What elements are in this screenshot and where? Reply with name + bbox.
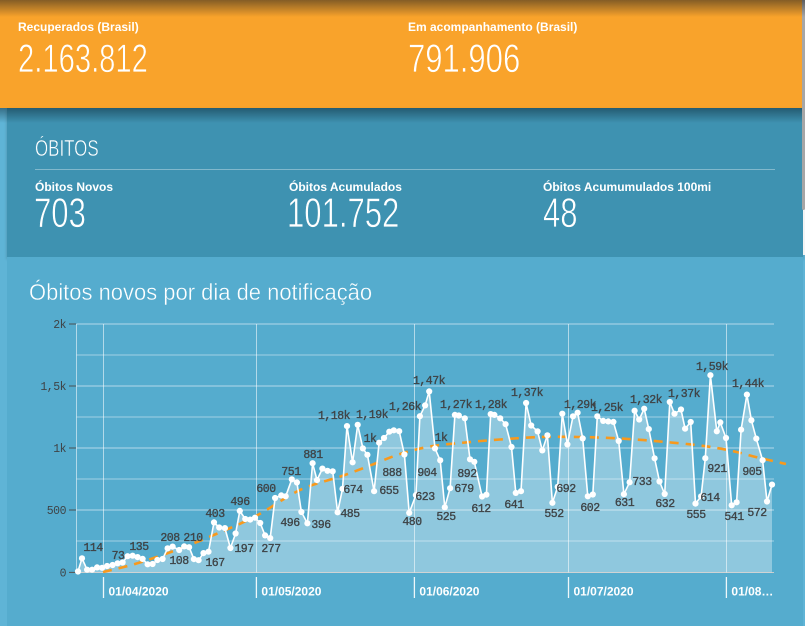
svg-text:751: 751 xyxy=(281,466,301,479)
svg-text:277: 277 xyxy=(261,543,280,556)
svg-text:500: 500 xyxy=(47,505,67,518)
svg-text:1,47k: 1,47k xyxy=(413,375,446,388)
svg-text:1,28k: 1,28k xyxy=(475,399,508,412)
svg-text:485: 485 xyxy=(340,508,360,521)
svg-text:1,27k: 1,27k xyxy=(440,399,473,412)
svg-text:208: 208 xyxy=(160,532,180,545)
svg-text:881: 881 xyxy=(303,449,323,462)
svg-text:496: 496 xyxy=(280,517,300,530)
svg-text:73: 73 xyxy=(112,550,125,563)
svg-text:1,37k: 1,37k xyxy=(511,387,544,400)
svg-text:692: 692 xyxy=(556,483,576,496)
svg-text:1k: 1k xyxy=(53,443,66,456)
svg-text:480: 480 xyxy=(402,516,422,529)
svg-text:167: 167 xyxy=(205,557,224,570)
svg-text:892: 892 xyxy=(457,468,477,481)
svg-text:552: 552 xyxy=(544,508,564,521)
svg-text:1,32k: 1,32k xyxy=(630,394,663,407)
svg-text:01/06/2020: 01/06/2020 xyxy=(419,585,479,599)
svg-text:623: 623 xyxy=(415,491,435,504)
svg-text:555: 555 xyxy=(686,509,706,522)
svg-text:1,5k: 1,5k xyxy=(40,381,66,394)
svg-text:905: 905 xyxy=(742,466,762,479)
svg-text:733: 733 xyxy=(632,476,652,489)
svg-text:135: 135 xyxy=(129,541,149,554)
svg-text:496: 496 xyxy=(230,496,250,509)
svg-text:1,19k: 1,19k xyxy=(356,409,389,422)
svg-text:1,18k: 1,18k xyxy=(318,410,351,423)
svg-text:0: 0 xyxy=(60,567,67,580)
svg-text:1,26k: 1,26k xyxy=(389,401,422,414)
svg-text:1,44k: 1,44k xyxy=(732,378,765,391)
svg-text:921: 921 xyxy=(707,463,727,476)
svg-text:01/04/2020: 01/04/2020 xyxy=(109,585,169,599)
svg-text:631: 631 xyxy=(615,497,635,510)
svg-text:600: 600 xyxy=(256,483,276,496)
svg-text:614: 614 xyxy=(700,492,720,505)
svg-text:396: 396 xyxy=(311,519,331,532)
svg-text:602: 602 xyxy=(580,502,600,515)
svg-text:1,29k: 1,29k xyxy=(564,399,597,412)
svg-text:904: 904 xyxy=(417,467,437,480)
svg-text:403: 403 xyxy=(205,508,225,521)
svg-text:01/07/2020: 01/07/2020 xyxy=(574,585,634,599)
svg-text:525: 525 xyxy=(436,511,456,524)
svg-text:612: 612 xyxy=(471,503,491,516)
svg-text:679: 679 xyxy=(454,483,474,496)
svg-text:1,59k: 1,59k xyxy=(696,361,729,374)
svg-text:641: 641 xyxy=(504,499,524,512)
svg-text:1,37k: 1,37k xyxy=(668,388,701,401)
svg-text:01/05/2020: 01/05/2020 xyxy=(261,585,321,599)
svg-text:114: 114 xyxy=(83,542,103,555)
svg-text:108: 108 xyxy=(169,555,189,568)
svg-text:1,25k: 1,25k xyxy=(591,402,624,415)
svg-text:197: 197 xyxy=(234,543,253,556)
svg-text:1k: 1k xyxy=(435,432,448,445)
svg-text:1k: 1k xyxy=(364,433,377,446)
svg-text:572: 572 xyxy=(747,507,767,520)
svg-text:210: 210 xyxy=(183,532,203,545)
svg-text:01/08…: 01/08… xyxy=(731,585,773,599)
svg-text:888: 888 xyxy=(382,467,402,480)
svg-text:2k: 2k xyxy=(53,319,66,332)
svg-text:674: 674 xyxy=(343,484,363,497)
svg-text:632: 632 xyxy=(655,498,675,511)
svg-text:655: 655 xyxy=(379,485,399,498)
svg-text:541: 541 xyxy=(724,511,744,524)
